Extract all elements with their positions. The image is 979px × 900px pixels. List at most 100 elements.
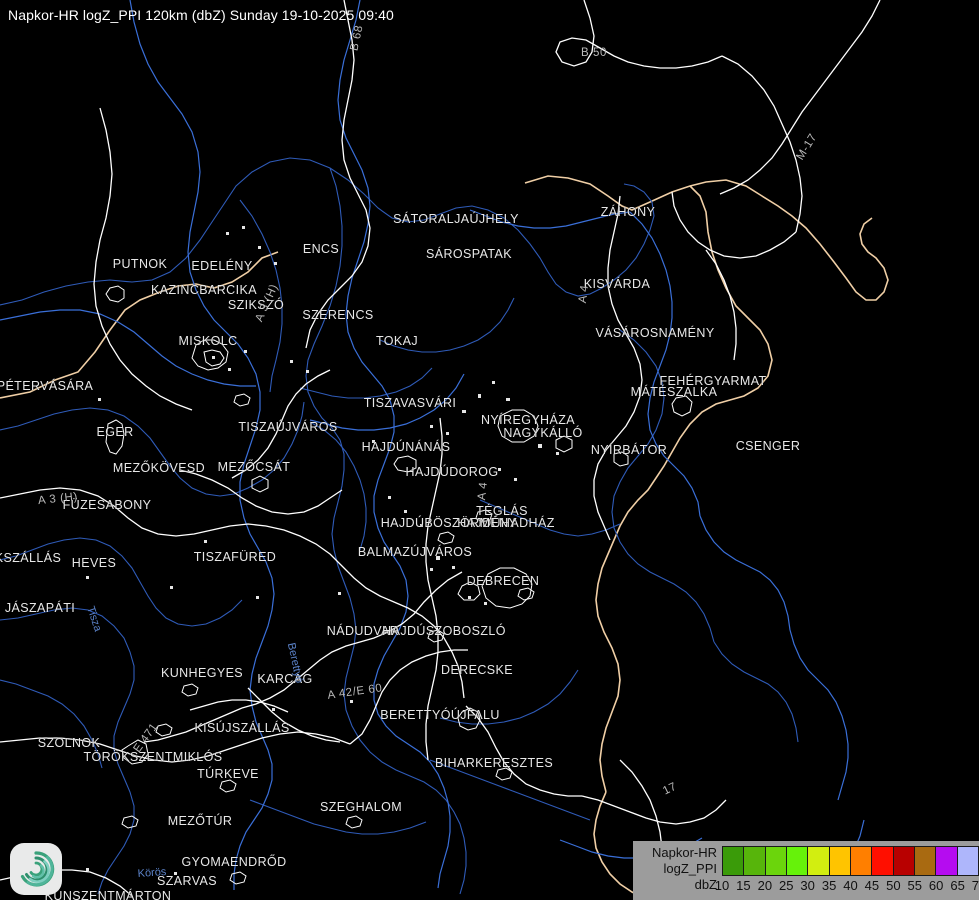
city-label: SZIKSZÓ	[227, 298, 285, 312]
city-label: KARCAG	[257, 672, 313, 686]
city-label: HAJDÚNÁNÁS	[361, 440, 451, 454]
city-label: GYOMAENDRŐD	[181, 855, 287, 869]
city-label: SZERENCS	[302, 308, 374, 322]
legend-swatch[interactable]	[936, 847, 958, 875]
city-label: PÉTERVÁSÁRA	[0, 379, 94, 393]
city-label: KUNHEGYES	[160, 666, 244, 680]
legend-tick-label: 15	[736, 878, 751, 893]
city-label: MEZŐCSÁT	[217, 460, 291, 474]
city-label: BALMAZÚJVÁROS	[357, 545, 473, 559]
legend-swatch[interactable]	[872, 847, 894, 875]
legend-scale: 10 15 20 25 30 35 40 45 50 55 60 65 70	[715, 841, 979, 896]
city-label: FEHÉRGYARMAT	[659, 374, 767, 388]
city-label: HAJDÚHADHÁZ	[457, 516, 555, 530]
city-label: NÁDUDVAR	[326, 624, 400, 638]
city-label: EDELÉNY	[191, 259, 253, 273]
page-title: Napkor-HR logZ_PPI 120km (dbZ) Sunday 19…	[8, 7, 394, 23]
city-label: ENCS	[302, 242, 340, 256]
city-label: SZOLNOK	[37, 736, 101, 750]
legend-swatch[interactable]	[744, 847, 766, 875]
legend-swatch[interactable]	[786, 847, 809, 875]
city-label: DERECSKE	[441, 663, 513, 677]
city-label: NAGYKÁLLÓ	[503, 426, 583, 440]
legend-tick-label: 40	[843, 878, 858, 893]
city-label: EGER	[96, 425, 134, 439]
city-label: SÁROSPATAK	[426, 247, 512, 261]
legend-swatch[interactable]	[893, 847, 915, 875]
city-label: KISÚJSZÁLLÁS	[194, 721, 290, 735]
road-label: A 4	[576, 284, 592, 304]
legend-tick-label: 45	[864, 878, 880, 893]
legend-swatch[interactable]	[914, 847, 937, 875]
city-label: HAJDÚSZOBOSZLÓ	[382, 624, 506, 638]
legend-tick-label: 35	[821, 878, 837, 893]
legend-tick-label: 30	[800, 878, 815, 893]
legend-tick-label: 65	[950, 878, 965, 893]
city-label: PUTNOK	[112, 257, 168, 271]
legend-swatch[interactable]	[765, 847, 787, 875]
legend-swatch-row	[722, 846, 979, 876]
city-label: TISZAFÜRED	[193, 550, 277, 564]
city-label: MEZŐKÖVESD	[112, 461, 206, 475]
legend-tick-label: 55	[907, 878, 922, 893]
road-label: B 50	[580, 47, 608, 59]
city-label: FÜZESABONY	[62, 498, 152, 512]
city-label: BERETTYÓÚJFALU	[380, 708, 500, 722]
city-label: ZÁHONY	[600, 205, 656, 219]
city-label: TISZAVASVÁRI	[363, 396, 457, 410]
city-outline-layer	[105, 285, 693, 885]
city-label: KAZINCBARCIKA	[151, 283, 257, 297]
city-label: KSZÁLLÁS	[0, 551, 62, 565]
city-label: SZARVAS	[157, 874, 217, 888]
river-label: Körös	[137, 866, 167, 880]
city-label: TÚRKEVE	[197, 767, 259, 781]
city-label: SÁTORALJAÚJHELY	[393, 212, 519, 226]
city-label: HAJDÚDOROG	[405, 465, 499, 479]
city-label: JÁSZAPÁTI	[4, 601, 76, 615]
city-label: DEBRECEN	[466, 574, 540, 588]
legend-swatch[interactable]	[723, 847, 745, 875]
legend-tick-label: 70	[971, 878, 979, 893]
country-border-layer	[0, 175, 889, 899]
legend-swatch[interactable]	[829, 847, 851, 875]
city-label: NYÍRBÁTOR	[590, 443, 668, 457]
city-label: TÉGLÁS	[476, 504, 528, 518]
city-label: CSENGER	[735, 439, 801, 453]
city-label: BIHARKERESZTES	[434, 756, 554, 770]
legend-caption-line3: dbZ	[694, 877, 717, 892]
city-label: MEZŐTÚR	[167, 814, 233, 828]
legend-caption: Napkor-HR logZ_PPI dbZ	[633, 841, 722, 893]
admin-border-layer	[0, 157, 799, 895]
legend-tick-label: 10	[714, 878, 730, 893]
city-label: KISVÁRDA	[583, 277, 651, 291]
legend-tick-label: 20	[757, 878, 773, 893]
city-label: NYÍREGYHÁZA	[481, 413, 575, 427]
city-label: MISKOLC	[178, 334, 238, 348]
legend-swatch[interactable]	[957, 847, 978, 875]
clutter-echo-layer	[86, 226, 559, 875]
legend-tick-label: 60	[928, 878, 944, 893]
city-label: KUNSZENTMÁRTON	[44, 889, 172, 900]
legend-tick-label: 25	[779, 878, 794, 893]
city-label: VÁSÁROSNAMÉNY	[595, 326, 715, 340]
legend-tick-label: 50	[886, 878, 901, 893]
spiral-logo[interactable]	[10, 843, 62, 895]
legend-caption-line2: logZ_PPI	[663, 861, 717, 876]
city-label: TÖRÖKSZENTMIKLÓS	[83, 750, 223, 764]
spiral-logo-icon	[20, 851, 55, 887]
city-label: HEVES	[71, 556, 117, 570]
city-label: MÁTÉSZALKA	[630, 385, 718, 399]
city-label: HAJDÚBÖSZÖRMÉNY	[380, 516, 518, 530]
road-label: A 4	[476, 481, 490, 501]
legend-swatch[interactable]	[850, 847, 873, 875]
legend-caption-line1: Napkor-HR	[651, 845, 717, 860]
city-label: TISZAÚJVÁROS	[238, 420, 338, 434]
city-label: SZEGHALOM	[319, 800, 403, 814]
city-label: TOKAJ	[375, 334, 419, 348]
legend-tick-row: 10 15 20 25 30 35 40 45 50 55 60 65 70	[715, 876, 979, 896]
legend-swatch[interactable]	[808, 847, 830, 875]
color-scale-legend[interactable]: Napkor-HR logZ_PPI dbZ 10 15 20 25 30 35 40 45 5…	[633, 841, 979, 900]
